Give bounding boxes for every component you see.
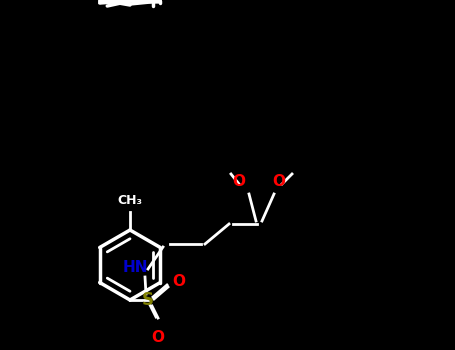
Text: CH₃: CH₃: [117, 194, 142, 207]
Text: S: S: [142, 291, 154, 309]
Text: O: O: [172, 274, 185, 289]
Text: O: O: [233, 174, 246, 189]
Text: O: O: [273, 174, 285, 189]
Text: HN: HN: [122, 259, 148, 274]
Text: O: O: [152, 330, 165, 345]
